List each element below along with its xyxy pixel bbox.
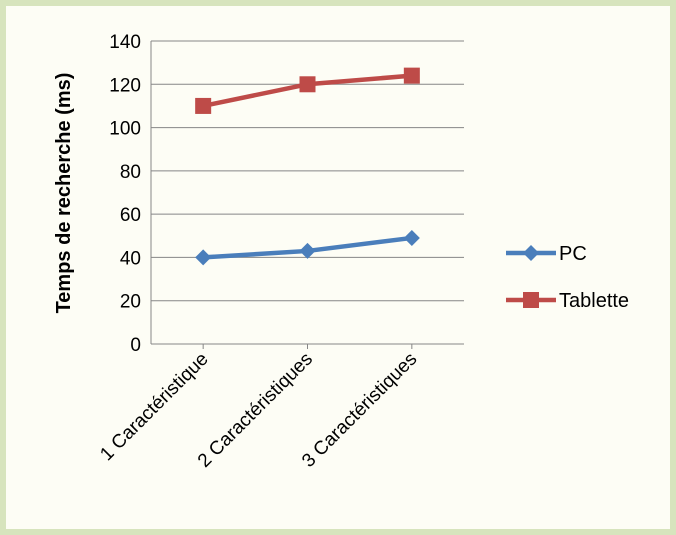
legend-label: Tablette (559, 290, 629, 312)
y-tick-label: 120 (109, 75, 141, 96)
data-point (195, 249, 212, 266)
y-tick-label: 100 (109, 119, 141, 140)
legend-entry: PC (506, 243, 587, 265)
y-tick-label: 40 (120, 248, 141, 269)
legend-label: PC (559, 243, 587, 265)
data-point (299, 242, 316, 259)
x-tick-label: 3 Caractéristiques (298, 349, 421, 472)
x-tick-label: 1 Caractéristique (96, 349, 212, 465)
x-tick-label: 2 Caractéristiques (194, 349, 317, 472)
axes (150, 41, 464, 349)
data-point (403, 67, 420, 84)
series-pc (195, 229, 420, 266)
y-axis-title: Temps de recherche (ms) (53, 73, 75, 314)
legend: PC Tablette (506, 243, 629, 312)
y-tick-label: 60 (120, 205, 141, 226)
data-point (523, 292, 539, 308)
data-point (299, 76, 316, 93)
y-tick-label: 140 (109, 32, 141, 53)
data-point (403, 229, 420, 246)
series-tablette (195, 67, 420, 114)
y-tick-labels: 0 20 40 60 80 100 120 140 (109, 32, 141, 356)
y-tick-label: 0 (130, 335, 141, 356)
data-point (523, 245, 539, 261)
y-tick-label: 80 (120, 162, 141, 183)
series (195, 67, 420, 266)
data-point (195, 97, 212, 114)
legend-entry: Tablette (506, 290, 629, 312)
y-tick-label: 20 (120, 292, 141, 313)
